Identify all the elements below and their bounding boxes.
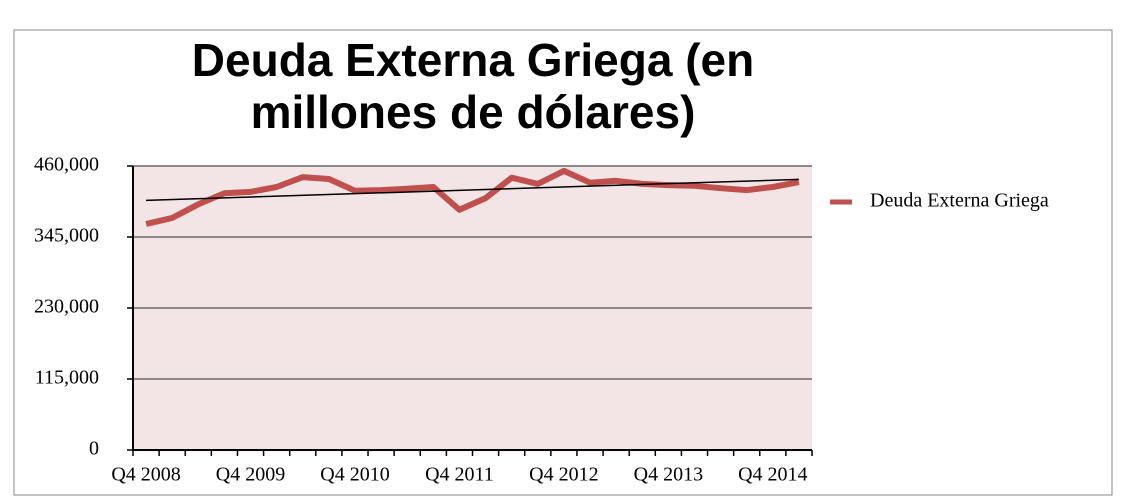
x-tick-label: Q4 2009 (216, 464, 285, 486)
chart-title: Deuda Externa Griega (en millones de dól… (191, 34, 755, 138)
x-tick-label: Q4 2008 (111, 464, 180, 486)
data-line (145, 167, 800, 227)
legend-label: Deuda Externa Griega (870, 190, 1049, 212)
y-tick-label: 460,000 (34, 154, 99, 176)
y-tick-label: 115,000 (35, 367, 99, 389)
x-tick-label: Q4 2014 (738, 464, 807, 486)
x-tick-label: Q4 2012 (529, 464, 598, 486)
y-tick-label: 0 (89, 438, 99, 460)
x-tick-label: Q4 2010 (320, 464, 389, 486)
y-tick-label: 230,000 (34, 296, 99, 318)
trendline (146, 178, 799, 202)
y-tick-label: 345,000 (34, 225, 99, 247)
x-tick-label: Q4 2011 (425, 464, 494, 486)
x-tick-label: Q4 2013 (634, 464, 703, 486)
